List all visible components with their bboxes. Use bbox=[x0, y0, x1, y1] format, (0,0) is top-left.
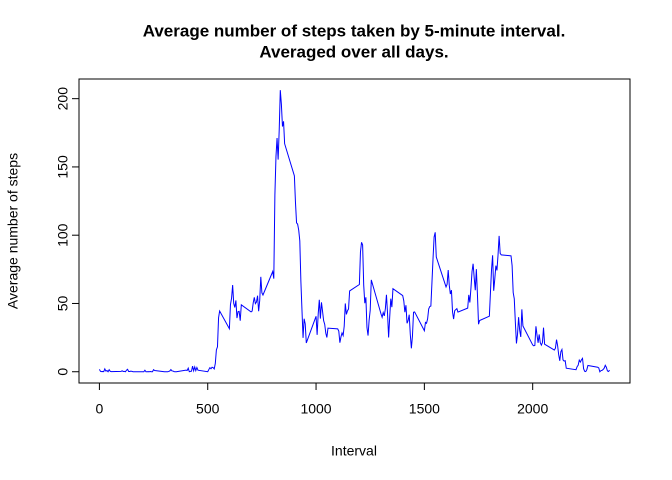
x-tick-label: 2000 bbox=[517, 401, 548, 417]
y-tick-label: 150 bbox=[55, 155, 71, 179]
chart-subtitle: Averaged over all days. bbox=[259, 42, 448, 61]
y-tick-label: 100 bbox=[55, 223, 71, 247]
x-tick-label: 1500 bbox=[409, 401, 440, 417]
y-axis-label: Average number of steps bbox=[5, 153, 21, 309]
x-tick-label: 1000 bbox=[300, 401, 331, 417]
data-line bbox=[98, 90, 610, 373]
y-tick-label: 200 bbox=[55, 87, 71, 111]
y-tick-label: 0 bbox=[55, 368, 71, 376]
x-tick-label: 500 bbox=[196, 401, 220, 417]
x-axis-label: Interval bbox=[331, 443, 377, 459]
chart-title: Average number of steps taken by 5-minut… bbox=[143, 21, 566, 40]
plot-box bbox=[78, 78, 631, 384]
x-tick-label: 0 bbox=[96, 401, 104, 417]
y-tick-label: 50 bbox=[55, 295, 71, 311]
